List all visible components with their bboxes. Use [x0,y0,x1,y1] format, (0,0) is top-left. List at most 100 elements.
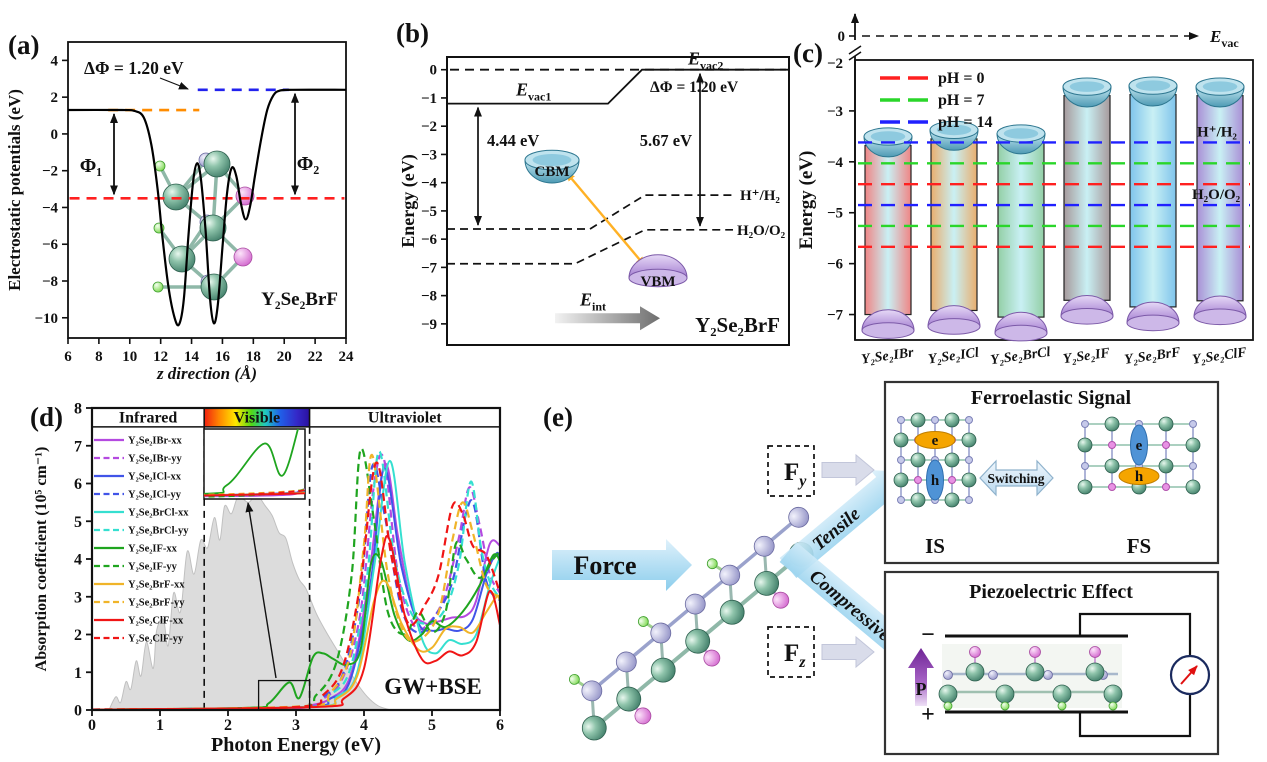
y-axis-title: Electrostatic potentials (eV) [5,89,24,291]
legend-item: Y₂Se₂BrF-yy [94,598,185,609]
atom [893,432,909,448]
piezoelectric-title: Piezoelectric Effect [969,581,1133,603]
atom [637,616,649,627]
fz-box [767,626,815,678]
electron-ellipse-fs [1130,424,1148,466]
atom [753,535,775,557]
legend-label: Y₂Se₂BrF-yy [128,598,185,609]
cbm-bowl-1 [863,127,913,158]
cbm-bowl-6 [1195,77,1245,108]
atom [965,456,973,464]
ellipse-shape [927,318,981,335]
y-tick-label: −6 [42,237,59,253]
series-Y₂Se₂IF-xx [92,553,500,710]
legend-label: Y₂Se₂IBr-xx [128,436,182,447]
region-label: Visible [234,410,281,427]
potential-curve [68,88,346,327]
x-tick-label: 22 [308,349,323,365]
legend-label: Y₂Se₂ICl-xx [128,472,182,483]
atom [200,273,228,301]
plot-box [854,59,1254,341]
switching-arrow [979,459,1054,497]
atom [914,476,922,484]
legend-item: Y₂Se₂ICl-xx [94,472,182,483]
y-tick-label: 2 [74,627,82,644]
line-shape [848,51,862,61]
x-tick-label: 6 [64,349,72,365]
atom [1081,462,1089,470]
ellipse-shape [532,154,572,166]
delta-phi-label: ΔΦ = 1.20 eV [84,58,184,78]
legend-item: Y₂Se₂BrCl-yy [94,526,189,537]
atom [1185,437,1201,453]
wf-right-label: 5.67 eV [640,131,692,150]
legend-item: Y₂Se₂BrF-xx [94,580,185,591]
category-label: Y₂Se₂BrCl [990,345,1052,368]
series-Y₂Se₂IF-yy [92,447,500,710]
electron-ellipse [914,431,956,449]
y-tick-label: −3 [421,147,437,163]
atom [995,684,1015,704]
legend-item: Y₂Se₂ICl-yy [94,490,182,501]
tspan-shape: E [579,290,592,310]
cbm-bowl [524,149,580,184]
region-label: Ultraviolet [368,410,442,427]
legend-item: Y₂Se₂IF-xx [94,544,178,555]
ellipse-shape [1193,308,1247,326]
series-Y₂Se₂ClF-xx [92,535,500,710]
ellipse-shape [1126,314,1180,332]
y-tick-label: 4 [74,552,82,569]
y-tick-label: −7 [827,308,844,324]
hole-label: h [931,473,940,489]
y-tick-label: −7 [421,260,438,276]
band-bar-3 [997,141,1045,318]
atom [754,570,780,596]
ellipse-shape [1060,307,1114,325]
atom [1158,416,1174,432]
ferroelastic-title: Ferroelastic Signal [971,387,1132,409]
fy-connector-arrow [821,453,875,487]
minus-label: − [921,622,935,648]
atom [152,281,164,293]
atom [1185,479,1201,495]
text-shape: Fy [784,459,807,490]
polarization-arrow [908,648,934,706]
text-shape: Fz [784,640,806,671]
vbm-dome-5 [1126,301,1180,332]
x-tick-label: 2 [224,717,232,734]
vacuum-level-line [447,68,789,105]
band-bar-2 [930,138,978,312]
atom [948,476,956,484]
y-tick-label: 6 [74,476,82,493]
atom [569,673,580,685]
atom [581,715,607,741]
tspan-shape: int [592,300,606,314]
panel-a-letter: (a) [8,30,40,60]
tspan-shape: z [798,654,806,671]
method-label: GW+BSE [384,674,481,699]
atom [684,593,706,615]
vbm-dome-1 [861,309,915,339]
material-label: Y₂Se₂BrF [695,313,780,337]
panel-b-letter: (b) [396,18,429,48]
y-axis-title: Energy (eV) [398,154,419,247]
atom [203,150,231,178]
x-tick-label: 3 [292,717,300,734]
x-tick-label: 18 [246,349,261,365]
panel-c: 0 −2 −3 −4 −5 −6 −7 Energy (eV) Evac Y₂Se₂IBr Y₂Se… [796,13,1254,368]
annotation-arrow [159,77,189,90]
y-tick-label: 0 [51,127,59,143]
atom [788,506,810,528]
atom [650,622,672,644]
force-arrow [552,539,692,591]
legend-label: Y₂Se₂IF-yy [128,562,178,573]
vbm-dome-6 [1193,295,1247,326]
atom [965,496,973,504]
atom [1029,646,1041,658]
y-tick-label: −8 [42,274,58,290]
series-Y₂Se₂ClF-yy [92,461,500,710]
atom [154,160,166,172]
y-tick-label: 2 [51,90,59,106]
